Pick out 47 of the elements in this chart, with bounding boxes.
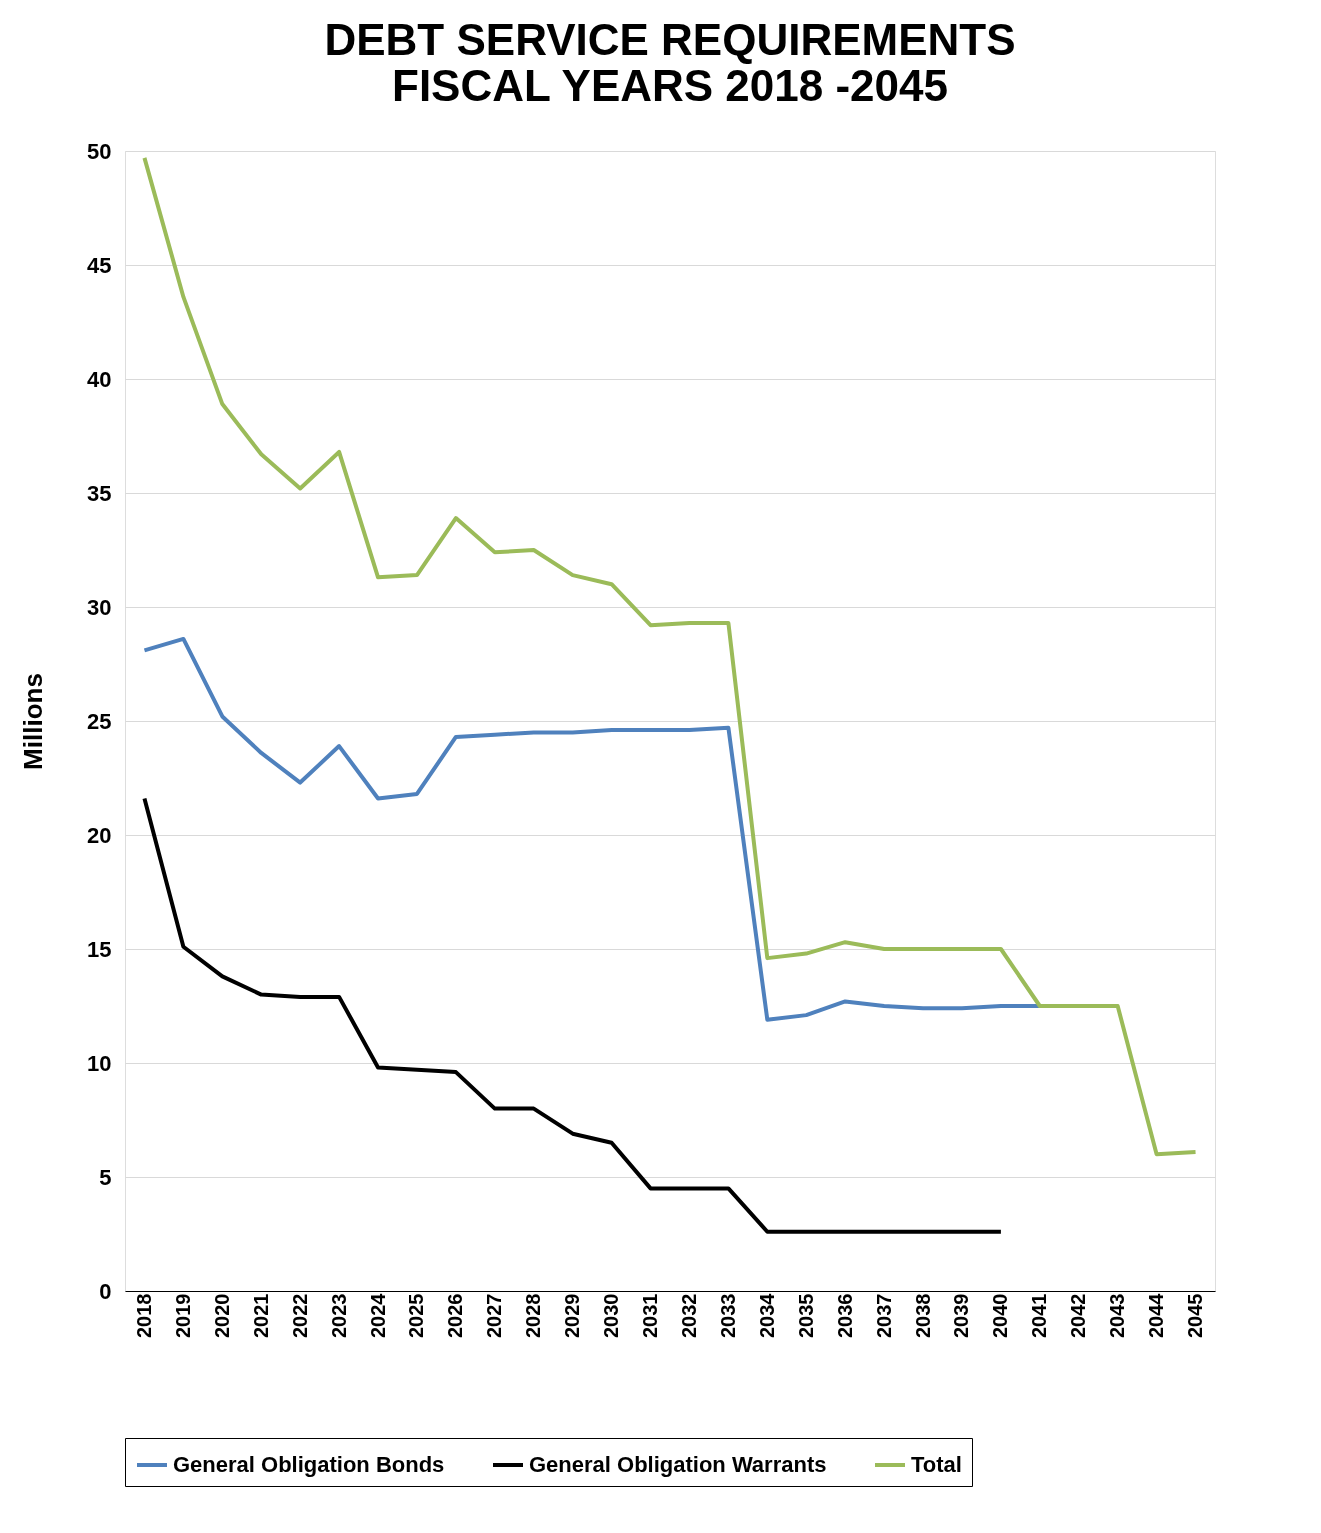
x-tick-label: 2023 (327, 1293, 350, 1338)
y-tick-label: 35 (87, 480, 112, 506)
x-tick-label: 2027 (483, 1293, 506, 1338)
y-tick-label: 10 (87, 1050, 112, 1076)
x-tick-label: 2041 (1028, 1293, 1051, 1338)
x-tick-label: 2039 (950, 1293, 973, 1338)
legend-label: General Obligation Warrants (529, 1452, 827, 1477)
x-tick-label: 2032 (677, 1293, 700, 1338)
x-tick-label: 2036 (833, 1293, 856, 1338)
x-tick-label: 2034 (755, 1292, 778, 1338)
text: DEBT SERVICE REQUIREMENTS (324, 15, 1016, 64)
y-tick-label: 5 (99, 1164, 112, 1190)
x-tick-label: 2044 (1145, 1292, 1168, 1338)
x-tick-label: 2020 (210, 1293, 233, 1338)
x-tick-label: 2035 (794, 1293, 817, 1338)
x-tick-label: 2019 (171, 1293, 194, 1338)
x-tick-label: 2029 (561, 1293, 584, 1338)
x-tick-label: 2031 (639, 1293, 662, 1338)
x-tick-label: 2025 (405, 1293, 428, 1338)
x-tick-label: 2040 (989, 1293, 1012, 1338)
x-tick-label: 2026 (444, 1293, 467, 1338)
x-tick-label: 2028 (522, 1293, 545, 1338)
line-series (142, 155, 1198, 1157)
x-tick-label: 2038 (911, 1293, 934, 1338)
x-tick-label: 2043 (1106, 1293, 1129, 1338)
line-series (142, 796, 1003, 1234)
x-tick-label: 2018 (132, 1293, 155, 1338)
y-tick-label: 20 (87, 822, 112, 848)
x-tick-label: 2037 (872, 1293, 895, 1338)
y-tick-label: 40 (87, 366, 112, 392)
y-tick-label: 50 (87, 138, 112, 164)
x-tick-label: 2021 (249, 1293, 272, 1338)
legend-label: Total (911, 1452, 962, 1477)
x-tick-label: 2024 (366, 1292, 389, 1338)
x-tick-label: 2042 (1067, 1293, 1090, 1338)
x-tick-label: 2033 (716, 1293, 739, 1338)
y-tick-label: 45 (87, 252, 112, 278)
x-tick-label: 2030 (600, 1293, 623, 1338)
x-tick-label: 2045 (1184, 1293, 1207, 1338)
x-tick-label: 2022 (288, 1293, 311, 1338)
line-series (142, 636, 1042, 1022)
y-tick-label: 0 (99, 1278, 112, 1304)
y-tick-label: 25 (87, 708, 112, 734)
y-axis-title: Millions (18, 673, 49, 770)
y-tick-label: 15 (87, 936, 112, 962)
y-tick-label: 30 (87, 594, 112, 620)
legend-label: General Obligation Bonds (173, 1452, 445, 1477)
